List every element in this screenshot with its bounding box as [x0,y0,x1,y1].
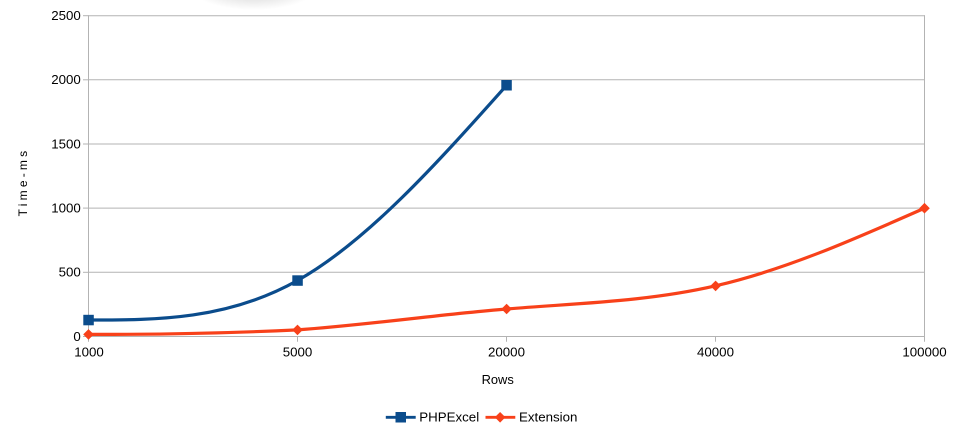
svg-text:Rows: Rows [482,372,514,387]
svg-text:Extension: Extension [519,410,577,425]
svg-text:100000: 100000 [902,344,946,359]
svg-text:2500: 2500 [51,8,81,23]
svg-text:1000: 1000 [51,200,81,215]
svg-text:20000: 20000 [488,344,525,359]
svg-text:40000: 40000 [697,344,734,359]
svg-text:2000: 2000 [51,72,81,87]
svg-text:500: 500 [59,265,81,280]
svg-text:5000: 5000 [283,344,313,359]
svg-text:Time-ms: Time-ms [16,148,30,217]
svg-text:PHPExcel: PHPExcel [419,410,479,425]
svg-text:1500: 1500 [51,136,81,151]
svg-text:1000: 1000 [74,344,104,359]
svg-text:0: 0 [73,329,80,344]
